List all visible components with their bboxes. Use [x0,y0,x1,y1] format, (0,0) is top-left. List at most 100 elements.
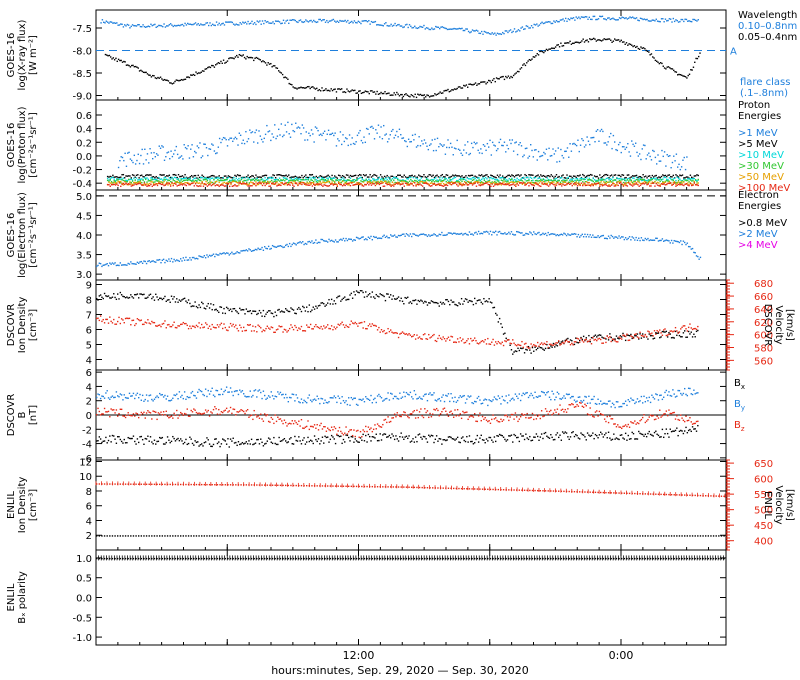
data-point [152,260,154,262]
data-point [416,27,419,30]
data-point [691,247,694,250]
data-point [351,89,353,91]
data-point [392,295,395,297]
data-point [202,24,205,26]
flare-class-label: A [730,47,737,58]
data-point [479,32,482,35]
data-point [499,33,501,35]
data-point [320,90,322,92]
data-point [247,138,250,140]
data-point [551,181,554,183]
data-point [637,176,639,179]
data-point [529,174,531,176]
data-point [334,302,337,305]
data-point [638,178,640,180]
data-point [120,156,122,158]
data-point [533,350,535,352]
data-point [578,181,580,183]
data-point [178,157,180,159]
data-point [319,179,321,181]
data-point [177,325,179,327]
data-point [628,182,630,184]
data-point [513,28,516,30]
data-point [568,175,571,177]
data-point [425,182,428,185]
data-point [676,19,678,22]
data-point [222,22,224,25]
data-point [160,181,163,183]
data-point [677,74,679,76]
data-point [410,176,412,179]
data-point [608,184,610,186]
data-point [545,179,547,182]
data-point [536,23,538,25]
data-point [194,326,196,329]
data-point [206,323,208,326]
data-point [292,328,295,331]
data-point [185,177,188,179]
data-point [658,62,661,65]
data-point [169,176,172,179]
data-point [466,28,468,30]
data-point [644,237,647,240]
data-point [462,183,465,185]
data-point [146,177,148,179]
data-point [640,237,643,239]
data-point [138,179,140,181]
data-point [187,179,189,182]
data-point [269,181,272,183]
data-point [600,235,602,238]
data-point [362,181,365,183]
data-point [194,258,196,260]
data-point [526,233,528,235]
data-point [631,181,634,184]
data-point [591,183,593,185]
data-point [432,179,434,181]
data-point [534,182,537,184]
data-point [366,176,369,178]
data-point [282,331,284,333]
data-point [116,178,118,180]
data-point [431,180,433,183]
data-point [131,319,133,322]
data-point [270,139,272,142]
data-point [247,185,249,187]
data-point [282,311,284,313]
data-point [449,142,452,145]
data-point [399,179,402,182]
y-tick-label: -9.0 [72,92,92,103]
data-point [693,175,696,177]
data-point [352,179,354,181]
data-point [108,179,110,181]
data-point [380,294,383,296]
data-point [241,308,244,311]
data-point [347,179,349,181]
data-point [372,178,374,180]
data-point [135,293,137,296]
data-point [330,239,333,242]
data-point [575,181,577,184]
data-point [452,182,454,185]
data-point [566,147,569,149]
data-point [640,46,642,48]
data-point [488,233,490,235]
data-point [343,179,345,182]
data-point [557,179,559,182]
data-point [360,22,362,25]
data-point [533,231,535,233]
data-point [451,233,454,235]
data-point [329,90,331,92]
data-point [467,180,470,183]
data-point [274,180,277,182]
data-point [617,237,619,239]
data-point [609,333,611,335]
data-point [181,175,184,177]
data-point [649,185,651,187]
data-point [212,64,214,67]
data-point [597,178,600,181]
data-point [484,174,487,176]
data-point [243,179,245,182]
data-point [511,31,513,34]
data-point [159,147,162,149]
data-point [202,178,205,180]
